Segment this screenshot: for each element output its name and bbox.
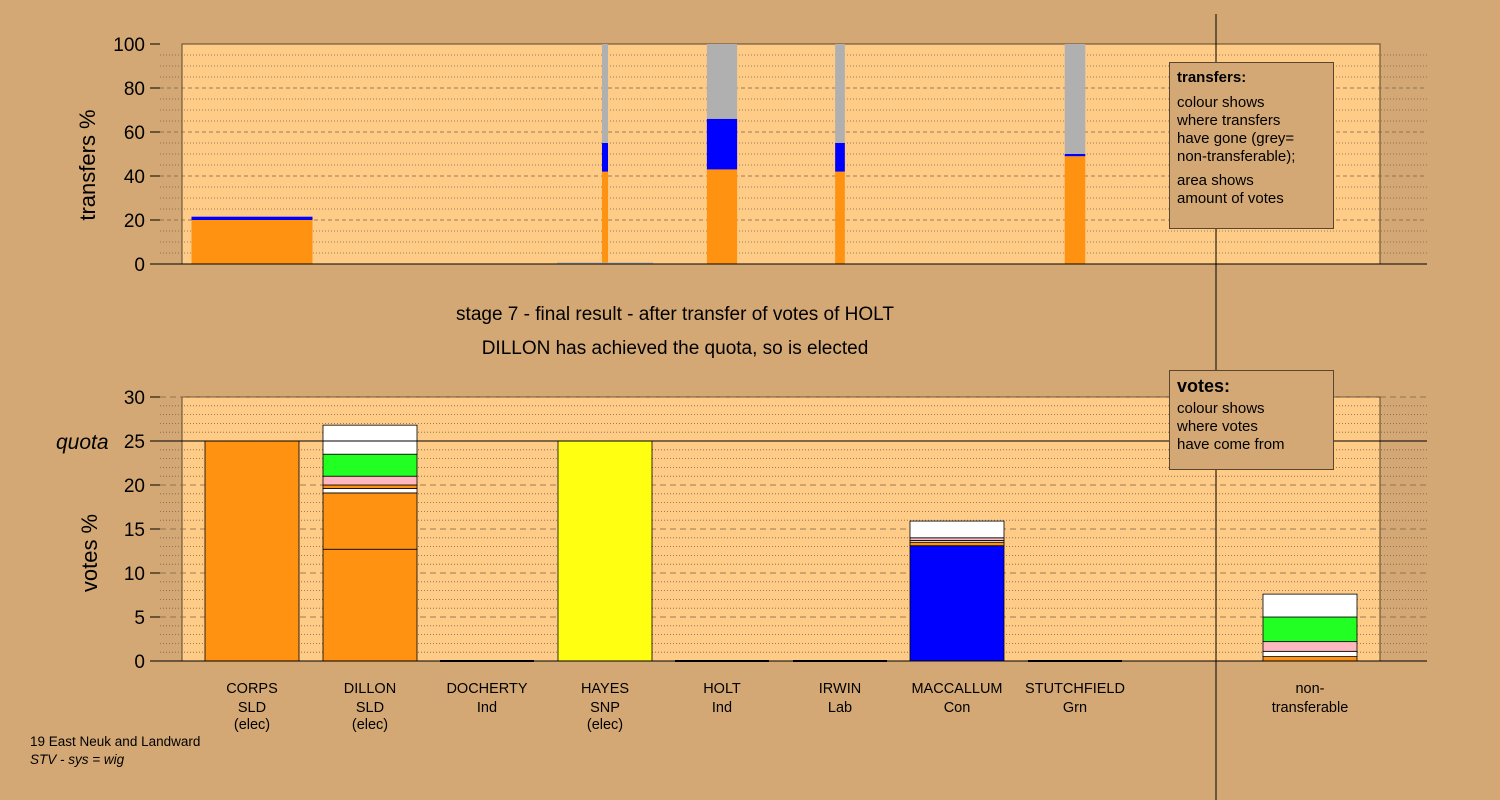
candidate-name-label: DILLON xyxy=(344,681,396,697)
vote-segment xyxy=(322,424,418,455)
vote-segment xyxy=(1262,650,1358,658)
vote-segment xyxy=(557,440,653,662)
transfers-legend-line: amount of votes xyxy=(1177,190,1284,207)
votes-tick-label: 25 xyxy=(124,432,145,453)
candidate-name-label: HAYES xyxy=(581,681,629,697)
transfer-segment xyxy=(601,171,609,264)
candidate-party-label: SLD xyxy=(356,700,384,716)
votes-tick-label: 30 xyxy=(124,388,145,409)
vote-segment xyxy=(909,541,1005,547)
vote-segment xyxy=(1262,593,1358,618)
transfers-legend-box: transfers: colour shows where transfers … xyxy=(1169,62,1334,229)
candidate-name-label: MACCALLUM xyxy=(911,681,1002,697)
vote-segment xyxy=(1262,616,1358,643)
votes-legend-title: votes: xyxy=(1177,376,1231,396)
system-label: STV - sys = wig xyxy=(30,752,125,767)
stage-title: stage 7 - final result - after transfer … xyxy=(456,304,894,325)
transfer-segment xyxy=(1064,44,1086,154)
transfer-segment xyxy=(706,169,738,264)
vote-segment xyxy=(909,545,1005,662)
candidate-party-label: Lab xyxy=(828,700,852,716)
transfers-legend-line: have gone (grey= xyxy=(1177,130,1295,147)
vote-segment xyxy=(322,492,418,550)
nontransferable-label: non- xyxy=(1295,681,1324,697)
axis-labels: 0 20 40 60 80 100 transfers % 0 5 10 15 20 25 30 quota… xyxy=(56,35,1348,733)
vote-segment xyxy=(322,484,418,489)
transfer-segment xyxy=(601,44,609,143)
candidate-status-label: (elec) xyxy=(587,717,623,733)
candidate-name-label: IRWIN xyxy=(819,681,861,697)
transfer-segment xyxy=(1064,156,1086,264)
vote-segment xyxy=(1262,641,1358,652)
candidate-status-label: (elec) xyxy=(234,717,270,733)
transfers-tick-label: 0 xyxy=(134,255,145,276)
votes-y-label: votes % xyxy=(77,514,102,592)
candidate-status-label: (elec) xyxy=(352,717,388,733)
votes-legend-line: have come from xyxy=(1177,436,1285,453)
transfers-tick-label: 80 xyxy=(124,79,145,100)
stage-subtitle: DILLON has achieved the quota, so is ele… xyxy=(481,338,869,359)
votes-legend-box: votes: colour shows where votes have com… xyxy=(1169,370,1334,470)
votes-tick-label: 10 xyxy=(124,564,145,585)
transfers-tick-label: 100 xyxy=(113,35,145,56)
candidate-party-label: Ind xyxy=(712,700,732,716)
transfer-segment xyxy=(601,143,609,172)
transfers-legend-line: non-transferable); xyxy=(1177,148,1296,165)
candidate-party-label: Grn xyxy=(1063,700,1087,716)
vote-segment xyxy=(909,520,1005,539)
votes-tick-label: 5 xyxy=(134,608,145,629)
constituency-name: 19 East Neuk and Landward xyxy=(30,734,201,749)
candidate-party-label: Ind xyxy=(477,700,497,716)
votes-legend-line: where votes xyxy=(1177,418,1258,435)
vote-segment xyxy=(322,488,418,494)
candidate-party-label: SLD xyxy=(238,700,266,716)
vote-segment xyxy=(204,440,300,662)
vote-segment xyxy=(322,475,418,486)
candidate-name-label: HOLT xyxy=(703,681,741,697)
votes-tick-label: 15 xyxy=(124,520,145,541)
transfer-segment xyxy=(557,262,653,264)
transfer-segment xyxy=(835,143,845,172)
transfers-tick-label: 40 xyxy=(124,167,145,188)
transfer-segment xyxy=(706,118,738,170)
candidate-name-label: DOCHERTY xyxy=(446,681,527,697)
candidate-name-label: CORPS xyxy=(226,681,278,697)
transfer-segment xyxy=(835,44,845,143)
nontransferable-label: transferable xyxy=(1272,700,1349,716)
transfer-segment xyxy=(191,216,313,220)
candidate-party-label: SNP xyxy=(590,700,620,716)
vote-segment xyxy=(1262,656,1358,662)
quota-label: quota xyxy=(56,431,109,454)
transfer-segment xyxy=(191,220,313,264)
transfers-legend-line: area shows xyxy=(1177,172,1254,189)
vote-segment xyxy=(322,453,418,477)
transfers-tick-label: 60 xyxy=(124,123,145,144)
transfer-segment xyxy=(835,171,845,264)
vote-segment xyxy=(322,548,418,662)
transfers-plot xyxy=(191,44,1086,264)
transfers-legend-line: colour shows xyxy=(1177,94,1265,111)
votes-tick-label: 0 xyxy=(134,652,145,673)
transfers-tick-label: 20 xyxy=(124,211,145,232)
transfer-segment xyxy=(1064,154,1086,157)
candidate-name-label: STUTCHFIELD xyxy=(1025,681,1125,697)
transfers-legend-title: transfers: xyxy=(1177,69,1247,86)
transfers-legend-line: where transfers xyxy=(1177,112,1281,129)
transfer-segment xyxy=(706,44,738,119)
votes-tick-label: 20 xyxy=(124,476,145,497)
candidate-party-label: Con xyxy=(944,700,971,716)
footer: 19 East Neuk and Landward STV - sys = wi… xyxy=(30,733,200,769)
votes-legend-line: colour shows xyxy=(1177,400,1265,417)
transfers-y-label: transfers % xyxy=(75,109,100,220)
